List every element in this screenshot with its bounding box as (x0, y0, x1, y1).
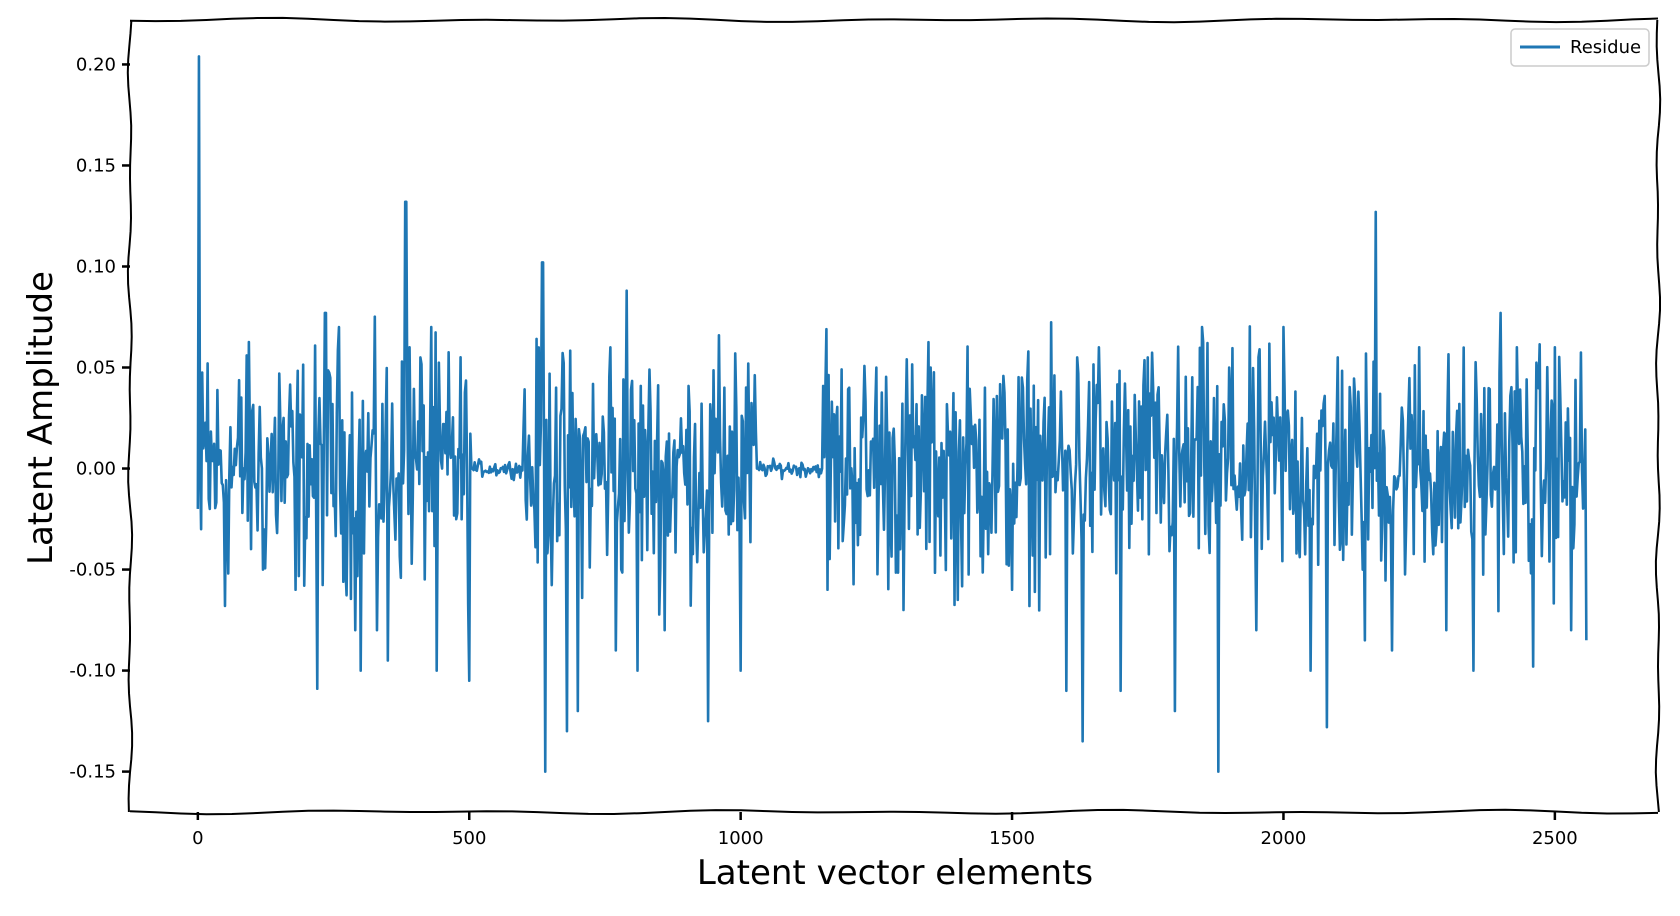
y-tick-label: 0.00 (76, 459, 116, 480)
y-tick-label: -0.05 (69, 560, 116, 581)
x-tick-label: 0 (192, 828, 203, 849)
y-tick-label: 0.10 (76, 256, 116, 277)
frame-right (1654, 19, 1662, 813)
y-axis-label: Latent Amplitude (21, 271, 61, 565)
plot-frame (126, 16, 1662, 816)
y-tick-label: -0.10 (69, 661, 116, 682)
frame-left (126, 19, 134, 813)
frame-bottom (129, 808, 1659, 816)
legend: Residue (1510, 28, 1650, 67)
x-tick-label: 2000 (1261, 828, 1307, 849)
x-axis-label: Latent vector elements (697, 853, 1093, 893)
x-tick-label: 1500 (989, 828, 1035, 849)
x-axis-ticks: 0 500 1000 1500 2000 2500 (192, 812, 1578, 849)
series-line-residue (196, 55, 1588, 773)
legend-box (1510, 28, 1650, 67)
y-tick-label: 0.15 (76, 155, 116, 176)
frame-top (129, 16, 1659, 24)
x-tick-label: 1000 (718, 828, 764, 849)
legend-entry-residue: Residue (1570, 37, 1641, 58)
x-tick-label: 500 (452, 828, 486, 849)
y-tick-label: -0.15 (69, 762, 116, 783)
y-tick-label: 0.20 (76, 54, 116, 75)
x-tick-label: 2500 (1532, 828, 1578, 849)
series-layer (196, 55, 1588, 773)
y-axis-ticks: 0.20 0.15 0.10 0.05 0.00 -0.05 -0.10 -0.15 (69, 54, 130, 783)
y-tick-label: 0.05 (76, 358, 116, 379)
